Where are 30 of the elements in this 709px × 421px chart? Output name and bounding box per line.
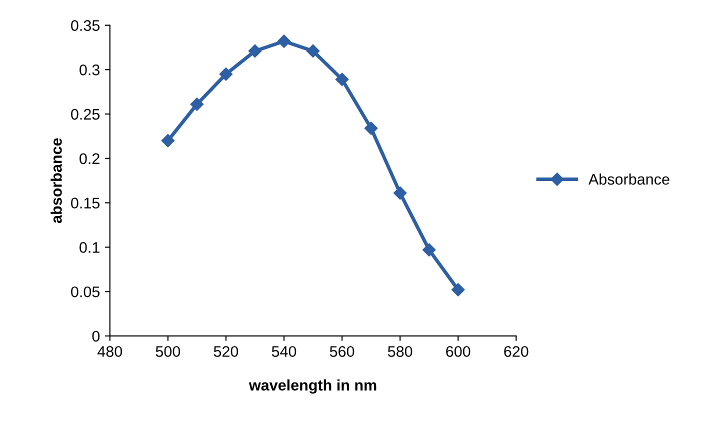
point xyxy=(190,98,204,111)
y-axis-title: absorbance xyxy=(50,138,62,224)
point xyxy=(452,283,465,296)
y-tick-label: 0.05 xyxy=(71,286,100,298)
x-tick-label: 560 xyxy=(330,346,354,357)
point xyxy=(335,72,349,86)
point xyxy=(393,186,407,200)
y-tick-label: 0.3 xyxy=(80,64,100,76)
point xyxy=(277,34,291,48)
x-tick-label: 540 xyxy=(272,346,296,357)
y-tick-label: 0.1 xyxy=(80,242,100,253)
point xyxy=(306,44,320,58)
y-tick-label: 0.2 xyxy=(80,153,100,164)
x-tick-label: 500 xyxy=(156,346,180,357)
x-tick-label: 520 xyxy=(214,346,238,357)
point xyxy=(364,122,378,135)
y-tick-label: 0.15 xyxy=(71,198,100,208)
x-tick-label: 480 xyxy=(98,346,122,357)
x-tick-label: 580 xyxy=(388,346,412,357)
point xyxy=(161,134,175,148)
y-tick-label: 0.35 xyxy=(71,20,100,31)
x-axis-title: wavelength in nm xyxy=(248,379,376,394)
point xyxy=(219,67,233,81)
point xyxy=(248,44,262,58)
x-tick-label: 600 xyxy=(446,346,470,357)
legend-label: Absorbance xyxy=(588,173,670,185)
point xyxy=(422,243,436,256)
y-tick-label: 0 xyxy=(92,330,100,342)
y-tick-label: 0.25 xyxy=(71,108,100,120)
x-tick-label: 620 xyxy=(504,346,528,357)
